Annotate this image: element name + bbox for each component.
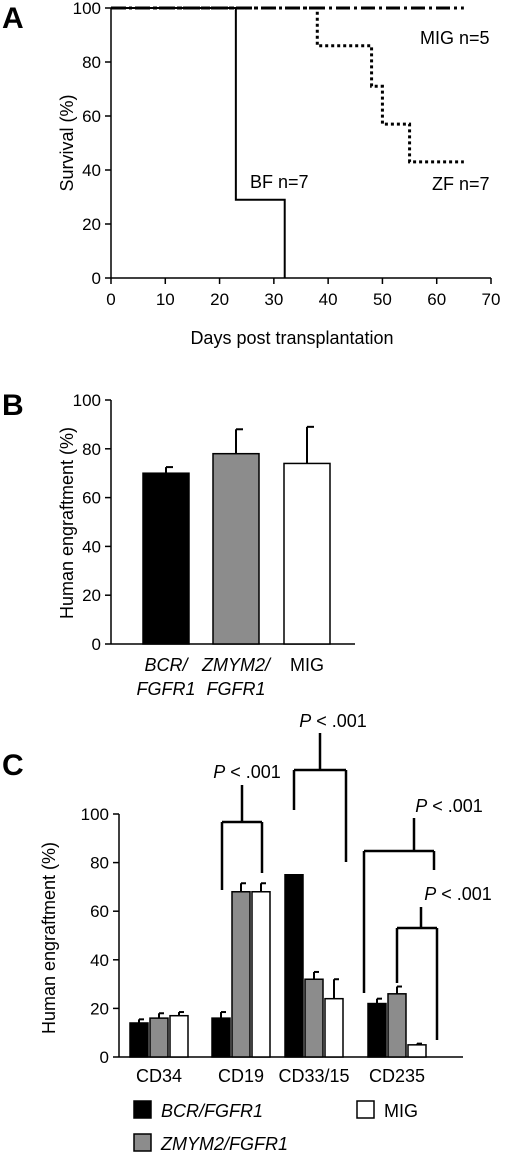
panel-b-bar bbox=[212, 452, 260, 645]
panel-c-bar bbox=[367, 1002, 387, 1058]
p-symbol: P bbox=[415, 796, 427, 816]
panel-a-survival-chart: 0 20 40 60 80 100 0 10 20 30 40 50 60 70 Survival (%)… bbox=[57, 0, 500, 348]
panel-a-xtick-label: 30 bbox=[264, 290, 283, 309]
p-symbol: P bbox=[424, 884, 436, 904]
panel-a-label-mig: MIG n=5 bbox=[420, 28, 490, 48]
panel-c-ytick-label: 40 bbox=[90, 951, 109, 970]
p-threshold: < .001 bbox=[225, 762, 281, 782]
legend-swatch bbox=[133, 1100, 152, 1119]
panel-a-xlabel: Days post transplantation bbox=[190, 328, 393, 348]
panel-b-bars: BCR/FGFR1 ZMYM2/FGFR1 MIG bbox=[136, 425, 331, 699]
panel-c-bar bbox=[407, 1044, 427, 1058]
panel-a-ytick-label: 40 bbox=[82, 161, 101, 180]
panel-b-category-label: FGFR1 bbox=[136, 679, 195, 699]
panel-b-category-label: MIG bbox=[290, 655, 324, 675]
panel-b-ylabel: Human engraftment (%) bbox=[57, 427, 77, 619]
panel-b-ytick-label: 100 bbox=[73, 391, 101, 410]
panel-a-label-bf: BF n=7 bbox=[250, 172, 309, 192]
panel-c-ytick-label: 80 bbox=[90, 854, 109, 873]
legend-swatch bbox=[356, 1100, 375, 1119]
panel-a-series-line-2 bbox=[111, 7, 286, 278]
legend-label: MIG bbox=[384, 1101, 418, 1121]
panel-a-ytick-label: 0 bbox=[92, 269, 101, 288]
panel-a-series-line-1 bbox=[111, 6, 464, 164]
panel-b-bar bbox=[283, 462, 331, 645]
panel-c-bar bbox=[251, 891, 271, 1058]
panel-c-bar bbox=[169, 1014, 189, 1058]
panel-a-ytick-label: 60 bbox=[82, 107, 101, 126]
panel-b-bar bbox=[142, 472, 190, 645]
panel-c-bar bbox=[284, 874, 304, 1058]
annotation-cd235-outer: P < .001 bbox=[415, 796, 483, 816]
panel-b-category-label: BCR/ bbox=[144, 655, 189, 675]
panel-c-ytick-label: 0 bbox=[100, 1048, 109, 1067]
panel-c-category-label: CD19 bbox=[218, 1066, 264, 1086]
panel-a-axes: 0 20 40 60 80 100 0 10 20 30 40 50 60 70 bbox=[73, 0, 501, 309]
panel-a-xtick-label: 50 bbox=[373, 290, 392, 309]
panel-c-ytick-label: 60 bbox=[90, 902, 109, 921]
panel-c-bar bbox=[387, 993, 407, 1058]
panel-b-category-label: ZMYM2/ bbox=[201, 655, 272, 675]
panel-b-ytick-label: 80 bbox=[82, 440, 101, 459]
p-threshold: < .001 bbox=[427, 796, 483, 816]
panel-c-bar bbox=[129, 1022, 149, 1058]
panel-c-ytick-label: 100 bbox=[81, 805, 109, 824]
panel-a-series bbox=[111, 6, 464, 278]
panel-c-bar bbox=[211, 1017, 231, 1058]
panel-c-category-label: CD34 bbox=[136, 1066, 182, 1086]
panel-b-ytick-label: 60 bbox=[82, 489, 101, 508]
annotation-cd19: P < .001 bbox=[213, 762, 281, 782]
panel-c-bar bbox=[324, 997, 344, 1058]
p-symbol: P bbox=[213, 762, 225, 782]
panel-a-xtick-label: 60 bbox=[427, 290, 446, 309]
panel-a-xtick-label: 10 bbox=[156, 290, 175, 309]
panel-letter-b: B bbox=[2, 389, 24, 422]
panel-c-bar bbox=[231, 891, 251, 1058]
panel-c-category-label: CD33/15 bbox=[278, 1066, 349, 1086]
panel-a-ytick-label: 100 bbox=[73, 0, 101, 18]
panel-a-xtick-label: 70 bbox=[482, 290, 501, 309]
panel-c-lineage-chart: 0 20 40 60 80 100 CD34 CD19 CD33/15 CD235 P < .0… bbox=[39, 711, 492, 1154]
panel-a-ylabel: Survival (%) bbox=[57, 94, 77, 191]
panel-b-engraftment-chart: 0 20 40 60 80 100 BCR/FGFR1 ZMYM2/FGFR1 MIG Hum… bbox=[57, 391, 355, 699]
panel-a-xtick-label: 40 bbox=[319, 290, 338, 309]
panel-c-bars: CD34 CD19 CD33/15 CD235 bbox=[129, 874, 427, 1086]
legend-label: ZMYM2/FGFR1 bbox=[160, 1134, 288, 1154]
annotation-cd235-inner: P < .001 bbox=[424, 884, 492, 904]
panel-c-ytick-label: 20 bbox=[90, 999, 109, 1018]
panel-b-category-label: FGFR1 bbox=[206, 679, 265, 699]
panel-a-ytick-label: 20 bbox=[82, 215, 101, 234]
p-threshold: < .001 bbox=[311, 711, 367, 731]
panel-c-legend: BCR/FGFR1 MIG ZMYM2/FGFR1 bbox=[133, 1100, 418, 1154]
annotation-cd33: P < .001 bbox=[299, 711, 367, 731]
panel-b-ytick-label: 40 bbox=[82, 537, 101, 556]
panel-b-ytick-label: 0 bbox=[92, 635, 101, 654]
panel-a-xtick-label: 20 bbox=[210, 290, 229, 309]
panel-c-bar bbox=[149, 1017, 169, 1058]
panel-a-label-zf: ZF n=7 bbox=[432, 174, 490, 194]
panel-c-category-label: CD235 bbox=[369, 1066, 425, 1086]
panel-a-xtick-label: 0 bbox=[106, 290, 115, 309]
panel-c-bar bbox=[304, 978, 324, 1058]
panel-letter-c: C bbox=[2, 749, 24, 782]
panel-letter-a: A bbox=[2, 2, 24, 35]
panel-b-ytick-label: 20 bbox=[82, 586, 101, 605]
panel-a-ytick-label: 80 bbox=[82, 53, 101, 72]
panel-c-ylabel: Human engraftment (%) bbox=[39, 842, 59, 1034]
p-threshold: < .001 bbox=[436, 884, 492, 904]
legend-swatch bbox=[133, 1133, 152, 1152]
legend-label: BCR/FGFR1 bbox=[161, 1101, 263, 1121]
p-symbol: P bbox=[299, 711, 311, 731]
